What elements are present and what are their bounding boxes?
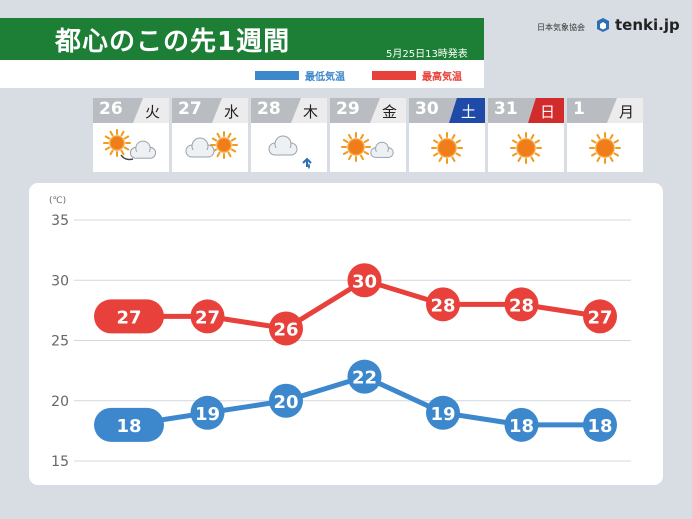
data-label-low: 20	[273, 392, 298, 413]
day-date: 28	[257, 99, 281, 119]
day-weekday: 月	[619, 103, 635, 121]
day-weekday: 火	[145, 103, 161, 121]
data-label-low: 18	[509, 416, 534, 437]
day-date: 27	[178, 99, 202, 119]
day-weather-cell	[330, 123, 406, 172]
sun-then-cloud-icon	[103, 129, 157, 161]
y-tick-label: 15	[51, 454, 69, 470]
data-point-low	[269, 383, 303, 418]
page-title: 都心のこの先1週間	[55, 27, 291, 57]
data-label-low: 19	[430, 404, 455, 425]
sun-icon	[510, 132, 542, 164]
day-weather-cell	[409, 123, 485, 172]
day-weather-cell	[172, 123, 248, 172]
data-label-low: 22	[352, 368, 377, 389]
data-label-low: 19	[195, 404, 220, 425]
day-number-tab	[251, 98, 301, 123]
day-header: 29 金	[330, 98, 406, 123]
day-weather-cell	[567, 123, 643, 172]
day-column-29: 29 金	[330, 98, 406, 172]
y-tick-label: 25	[51, 334, 69, 350]
data-point-low	[504, 407, 539, 442]
legend-low-label: 最低気温	[305, 72, 345, 83]
data-label-high: 28	[430, 295, 455, 316]
day-weekday: 木	[303, 103, 319, 121]
title-band	[0, 18, 484, 60]
cloud-with-sun-icon	[185, 131, 238, 159]
unit-label: (℃)	[49, 196, 66, 206]
data-point-high	[583, 299, 617, 334]
day-column-30: 30 土	[409, 98, 485, 172]
day-weekday: 金	[382, 103, 398, 121]
data-point-low	[426, 395, 460, 430]
issued-time: 5月25日13時発表	[386, 49, 468, 60]
data-label-high: 27	[587, 307, 612, 328]
data-point-high	[94, 299, 164, 334]
day-date: 31	[494, 99, 518, 119]
day-weekday: 水	[224, 103, 240, 121]
cloud-then-rain-icon	[268, 135, 312, 169]
day-weather-cell	[93, 123, 169, 172]
day-weather-cell	[488, 123, 564, 172]
data-label-high: 30	[352, 271, 377, 292]
brand-logo: tenki.jp	[595, 16, 680, 34]
day-weekday: 日	[540, 103, 556, 121]
day-weekday: 土	[461, 103, 477, 121]
data-point-high	[269, 311, 303, 346]
legend-low: 最低気温	[255, 68, 345, 83]
day-weather-cell	[251, 123, 327, 172]
day-date: 29	[336, 99, 360, 119]
day-number-tab	[330, 98, 380, 123]
data-label-high: 28	[509, 295, 534, 316]
data-point-low	[190, 395, 225, 430]
data-point-low	[94, 407, 164, 442]
day-header: 31 日	[488, 98, 564, 123]
chart-panel: (℃) 15 20 25 30 35 27 27 26 30 28 28 27 18 19 20 22 19 18 1…	[29, 183, 663, 485]
data-point-high	[504, 287, 539, 322]
day-column-26: 26 火	[93, 98, 169, 172]
data-label-high: 26	[273, 319, 298, 340]
data-label-high: 27	[116, 307, 141, 328]
sun-with-cloud-icon	[341, 132, 394, 162]
data-point-high	[190, 299, 225, 334]
data-point-low	[583, 407, 617, 442]
data-point-high	[347, 263, 382, 298]
data-point-high	[426, 287, 460, 322]
brand-name: tenki.jp	[615, 16, 680, 34]
legend-high-swatch	[372, 71, 416, 80]
sun-icon	[431, 132, 463, 164]
day-header: 27 水	[172, 98, 248, 123]
day-column-27: 27 水	[172, 98, 248, 172]
day-column-31: 31 日	[488, 98, 564, 172]
org-name: 日本気象協会	[537, 23, 585, 32]
legend-high-label: 最高気温	[422, 72, 462, 83]
day-header: 28 木	[251, 98, 327, 123]
legend-high: 最高気温	[372, 68, 462, 83]
y-tick-label: 20	[51, 394, 69, 410]
logo-icon	[597, 18, 609, 32]
legend-low-swatch	[255, 71, 299, 80]
temperature-chart: (℃) 15 20 25 30 35 27 27 26 30 28 28 27 18 19 20 22 19 18 1…	[49, 196, 631, 470]
y-tick-label: 35	[51, 213, 69, 229]
y-tick-label: 30	[51, 273, 69, 289]
data-point-low	[347, 359, 382, 394]
day-date: 26	[99, 99, 123, 119]
day-column-28: 28 木	[251, 98, 327, 172]
day-header: 30 土	[409, 98, 485, 123]
data-label-high: 27	[195, 307, 220, 328]
data-label-low: 18	[587, 416, 612, 437]
day-date: 1	[573, 99, 585, 119]
day-header: 26 火	[93, 98, 169, 123]
data-label-low: 18	[116, 416, 141, 437]
day-date: 30	[415, 99, 439, 119]
sun-icon	[589, 132, 621, 164]
